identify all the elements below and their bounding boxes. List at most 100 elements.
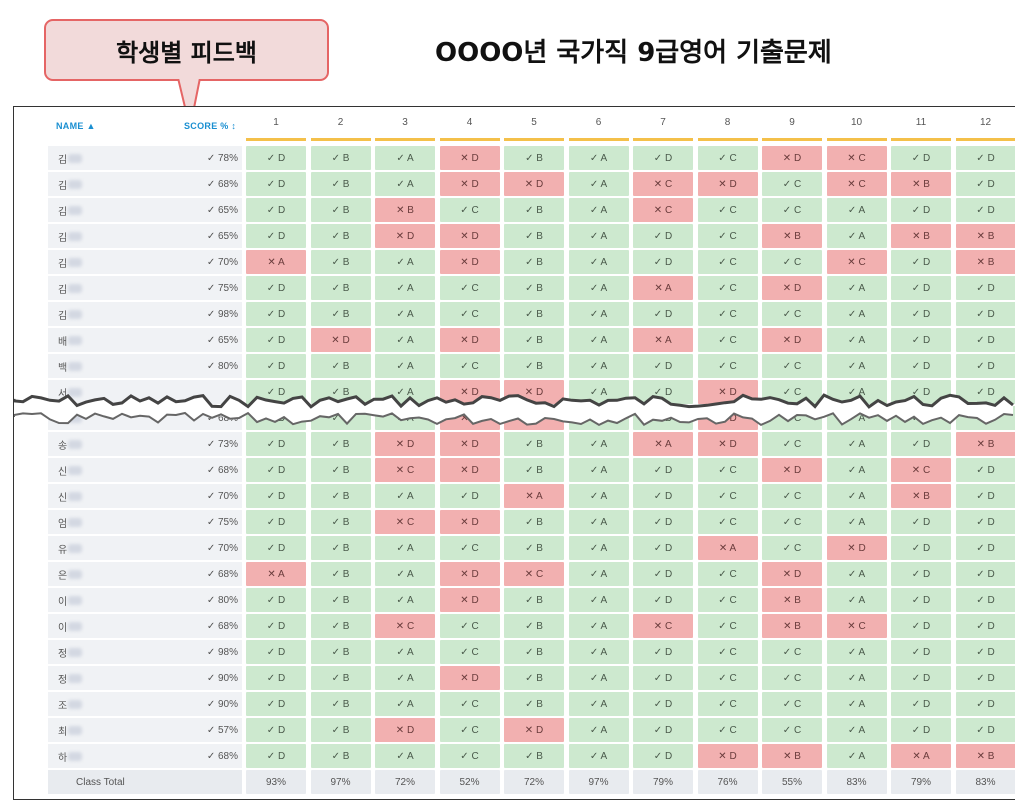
wrong-answer-cell[interactable]: ✕ D (697, 744, 758, 768)
correct-answer-cell[interactable]: ✓ A (568, 198, 629, 222)
student-name[interactable]: 엄 (48, 510, 198, 534)
wrong-answer-cell[interactable]: ✕ D (504, 718, 564, 742)
correct-answer-cell[interactable]: ✓ A (826, 354, 887, 378)
wrong-answer-cell[interactable]: ✕ A (633, 328, 693, 352)
correct-answer-cell[interactable]: ✓ A (375, 744, 435, 768)
correct-answer-cell[interactable]: ✓ C (439, 276, 500, 300)
correct-answer-cell[interactable]: ✓ D (955, 562, 1015, 586)
wrong-answer-cell[interactable]: ✕ C (826, 172, 887, 196)
correct-answer-cell[interactable]: ✓ C (697, 640, 758, 664)
correct-answer-cell[interactable]: ✓ B (504, 224, 564, 248)
wrong-answer-cell[interactable]: ✕ C (891, 458, 951, 482)
correct-answer-cell[interactable]: ✓ A (375, 146, 435, 170)
correct-answer-cell[interactable]: ✓ D (955, 302, 1015, 326)
score-column-header[interactable]: SCORE % ↕ (184, 121, 237, 131)
correct-answer-cell[interactable]: ✓ D (891, 718, 951, 742)
correct-answer-cell[interactable]: ✓ A (568, 640, 629, 664)
wrong-answer-cell[interactable]: ✕ C (375, 458, 435, 482)
correct-answer-cell[interactable]: ✓ A (826, 458, 887, 482)
student-name[interactable]: 김 (48, 224, 198, 248)
correct-answer-cell[interactable]: ✓ A (826, 692, 887, 716)
student-row[interactable]: 신 ✓ 70% ✓ D ✓ B ✓ A ✓ D ✕ A ✓ A ✓ D ✓ C ✓ C ✓ A ✕ B ✓… (14, 483, 1015, 509)
correct-answer-cell[interactable]: ✓ B (310, 536, 371, 560)
wrong-answer-cell[interactable]: ✕ A (697, 536, 758, 560)
correct-answer-cell[interactable]: ✓ B (310, 458, 371, 482)
correct-answer-cell[interactable]: ✓ C (439, 354, 500, 378)
correct-answer-cell[interactable]: ✓ D (246, 354, 306, 378)
correct-answer-cell[interactable]: ✓ D (891, 692, 951, 716)
correct-answer-cell[interactable]: ✓ C (762, 718, 822, 742)
wrong-answer-cell[interactable]: ✕ C (826, 146, 887, 170)
wrong-answer-cell[interactable]: ✕ D (439, 328, 500, 352)
student-row[interactable]: 송 ✓ 73% ✓ D ✓ B ✕ D ✕ D ✓ B ✓ A ✕ A ✕ D ✓ C ✓ A ✓ D ✕… (14, 431, 1015, 457)
correct-answer-cell[interactable]: ✓ D (633, 744, 693, 768)
correct-answer-cell[interactable]: ✓ D (955, 328, 1015, 352)
wrong-answer-cell[interactable]: ✕ C (633, 172, 693, 196)
correct-answer-cell[interactable]: ✓ B (310, 276, 371, 300)
wrong-answer-cell[interactable]: ✕ D (375, 718, 435, 742)
correct-answer-cell[interactable]: ✓ D (246, 276, 306, 300)
correct-answer-cell[interactable]: ✓ D (633, 354, 693, 378)
correct-answer-cell[interactable]: ✓ A (568, 510, 629, 534)
correct-answer-cell[interactable]: ✓ C (697, 354, 758, 378)
wrong-answer-cell[interactable]: ✕ D (439, 432, 500, 456)
correct-answer-cell[interactable]: ✓ A (568, 302, 629, 326)
wrong-answer-cell[interactable]: ✕ B (955, 744, 1015, 768)
correct-answer-cell[interactable]: ✓ C (762, 510, 822, 534)
correct-answer-cell[interactable]: ✓ A (568, 146, 629, 170)
correct-answer-cell[interactable]: ✓ D (246, 536, 306, 560)
correct-answer-cell[interactable]: ✓ D (955, 666, 1015, 690)
correct-answer-cell[interactable]: ✓ A (826, 744, 887, 768)
student-row[interactable]: 김 ✓ 75% ✓ D ✓ B ✓ A ✓ C ✓ B ✓ A ✕ A ✓ C ✕ D ✓ A ✓ D ✓… (14, 275, 1015, 301)
wrong-answer-cell[interactable]: ✕ D (439, 458, 500, 482)
correct-answer-cell[interactable]: ✓ D (955, 354, 1015, 378)
wrong-answer-cell[interactable]: ✕ C (633, 614, 693, 638)
correct-answer-cell[interactable]: ✓ C (697, 614, 758, 638)
student-row[interactable]: 김 ✓ 65% ✓ D ✓ B ✕ B ✓ C ✓ B ✓ A ✕ C ✓ C ✓ C ✓ A ✓ D ✓… (14, 197, 1015, 223)
correct-answer-cell[interactable]: ✓ A (375, 302, 435, 326)
correct-answer-cell[interactable]: ✓ C (697, 692, 758, 716)
correct-answer-cell[interactable]: ✓ B (504, 744, 564, 768)
correct-answer-cell[interactable]: ✓ D (891, 432, 951, 456)
correct-answer-cell[interactable]: ✓ C (439, 744, 500, 768)
student-row[interactable]: 최 ✓ 57% ✓ D ✓ B ✕ D ✓ C ✕ D ✓ A ✓ D ✓ C ✓ C ✓ A ✓ D ✓… (14, 717, 1015, 743)
correct-answer-cell[interactable]: ✓ A (375, 172, 435, 196)
wrong-answer-cell[interactable]: ✕ A (633, 432, 693, 456)
correct-answer-cell[interactable]: ✓ C (439, 692, 500, 716)
wrong-answer-cell[interactable]: ✕ C (375, 510, 435, 534)
correct-answer-cell[interactable]: ✓ D (246, 198, 306, 222)
wrong-answer-cell[interactable]: ✕ C (375, 614, 435, 638)
correct-answer-cell[interactable]: ✓ A (375, 640, 435, 664)
wrong-answer-cell[interactable]: ✕ D (310, 328, 371, 352)
student-row[interactable]: 엄 ✓ 75% ✓ D ✓ B ✕ C ✕ D ✓ B ✓ A ✓ D ✓ C ✓ C ✓ A ✓ D ✓… (14, 509, 1015, 535)
correct-answer-cell[interactable]: ✓ D (246, 146, 306, 170)
correct-answer-cell[interactable]: ✓ D (891, 354, 951, 378)
correct-answer-cell[interactable]: ✓ C (439, 718, 500, 742)
correct-answer-cell[interactable]: ✓ C (697, 666, 758, 690)
correct-answer-cell[interactable]: ✓ A (568, 224, 629, 248)
student-row[interactable]: 은 ✓ 68% ✕ A ✓ B ✓ A ✕ D ✕ C ✓ A ✓ D ✓ C ✕ D ✓ A ✓ D ✓… (14, 561, 1015, 587)
correct-answer-cell[interactable]: ✓ D (633, 562, 693, 586)
correct-answer-cell[interactable]: ✓ D (633, 588, 693, 612)
correct-answer-cell[interactable]: ✓ A (568, 666, 629, 690)
student-name[interactable]: 신 (48, 458, 198, 482)
correct-answer-cell[interactable]: ✓ D (891, 146, 951, 170)
student-name[interactable]: 송 (48, 432, 198, 456)
correct-answer-cell[interactable]: ✓ D (246, 458, 306, 482)
wrong-answer-cell[interactable]: ✕ C (826, 614, 887, 638)
correct-answer-cell[interactable]: ✓ A (568, 354, 629, 378)
correct-answer-cell[interactable]: ✓ D (955, 458, 1015, 482)
correct-answer-cell[interactable]: ✓ C (762, 536, 822, 560)
correct-answer-cell[interactable]: ✓ B (310, 172, 371, 196)
student-name[interactable]: 신 (48, 484, 198, 508)
student-row[interactable]: 백 ✓ 80% ✓ D ✓ B ✓ A ✓ C ✓ B ✓ A ✓ D ✓ C ✓ C ✓ A ✓ D ✓… (14, 353, 1015, 379)
student-name[interactable]: 하 (48, 744, 198, 768)
correct-answer-cell[interactable]: ✓ D (891, 640, 951, 664)
correct-answer-cell[interactable]: ✓ B (504, 588, 564, 612)
correct-answer-cell[interactable]: ✓ C (697, 484, 758, 508)
correct-answer-cell[interactable]: ✓ D (246, 692, 306, 716)
correct-answer-cell[interactable]: ✓ D (891, 276, 951, 300)
correct-answer-cell[interactable]: ✓ D (439, 484, 500, 508)
correct-answer-cell[interactable]: ✓ D (633, 458, 693, 482)
correct-answer-cell[interactable]: ✓ C (762, 640, 822, 664)
